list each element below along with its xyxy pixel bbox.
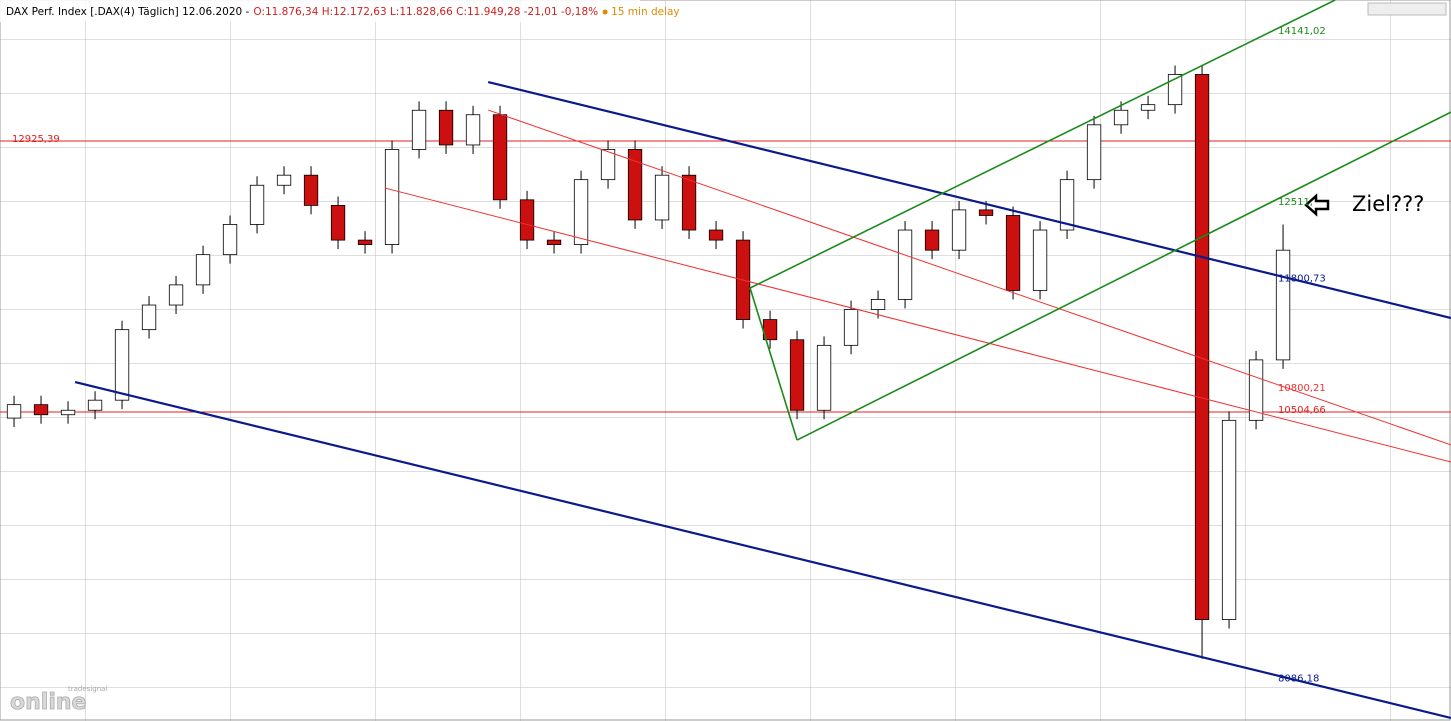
candle-body [222, 224, 238, 256]
candle-body [708, 229, 724, 241]
candle-body [924, 229, 940, 251]
candle-body [438, 109, 454, 146]
trend-line [796, 111, 1451, 441]
trend-line [74, 380, 1451, 720]
candle-body [978, 209, 994, 216]
candle-body [1059, 179, 1075, 231]
candle-body [276, 174, 292, 186]
line-label: 12511, [1278, 197, 1313, 208]
candle-body [60, 409, 76, 416]
candle-body [627, 149, 643, 221]
candle-body [141, 304, 157, 331]
arrow-icon [1304, 193, 1330, 217]
candle-body [573, 179, 589, 245]
candle-body [195, 254, 211, 286]
candle-body [681, 174, 697, 231]
line-label: 10800,21 [1278, 383, 1326, 394]
candle-body [1140, 104, 1156, 111]
candle-body [492, 114, 508, 201]
header-bg [0, 0, 640, 22]
level-label: 10504,66 [1278, 405, 1326, 416]
header-delay: 15 min delay [611, 6, 680, 18]
candle-body [330, 205, 346, 241]
candle-body [1248, 359, 1264, 421]
candle-body [1086, 124, 1102, 181]
candle-body [33, 404, 49, 416]
candle-body [6, 404, 22, 419]
candle-body [1275, 249, 1291, 361]
candle-body [357, 239, 373, 245]
scroll-widget[interactable] [1367, 2, 1447, 16]
candle-body [789, 339, 805, 411]
candle-body [1167, 74, 1183, 106]
line-label: 8086,18 [1278, 674, 1319, 685]
logo: online [10, 690, 86, 715]
candle-body [249, 184, 265, 225]
candle-body [384, 149, 400, 245]
candle-body [816, 344, 832, 411]
candle-body [114, 329, 130, 401]
candle-body [1113, 109, 1129, 126]
header-quote: O:11.876,34 H:12.172,63 L:11.828,66 C:11… [253, 6, 598, 18]
line-label: 14141,02 [1278, 26, 1326, 37]
trend-line [384, 187, 1451, 463]
candle-body [897, 229, 913, 300]
header-title: DAX Perf. Index [.DAX(4) Täglich] 12.06.… [6, 6, 250, 18]
candle-body [519, 199, 535, 241]
candle-body [843, 309, 859, 346]
trend-line [749, 0, 1336, 289]
candle-body [546, 239, 562, 245]
trend-line [488, 109, 1451, 446]
trend-line [487, 80, 1451, 320]
candle-body [411, 109, 427, 150]
candle-body [654, 174, 670, 221]
candle-body [465, 114, 481, 146]
candle-body [303, 174, 319, 206]
candle-body [870, 299, 886, 310]
candle-body [168, 284, 184, 306]
candle-body [951, 209, 967, 251]
level-label: 12925,39 [12, 134, 60, 145]
delay-dot [602, 9, 608, 15]
candle-body [1194, 74, 1210, 620]
candle-body [87, 399, 103, 411]
candle-body [1005, 215, 1021, 291]
annotation: Ziel??? [1352, 192, 1424, 216]
candle-body [1032, 229, 1048, 291]
line-label: 11800,73 [1278, 274, 1326, 285]
candle-body [600, 149, 616, 181]
trend-line [749, 287, 798, 441]
candle-body [1221, 419, 1237, 620]
logo-sub: tradesignal [68, 685, 107, 693]
